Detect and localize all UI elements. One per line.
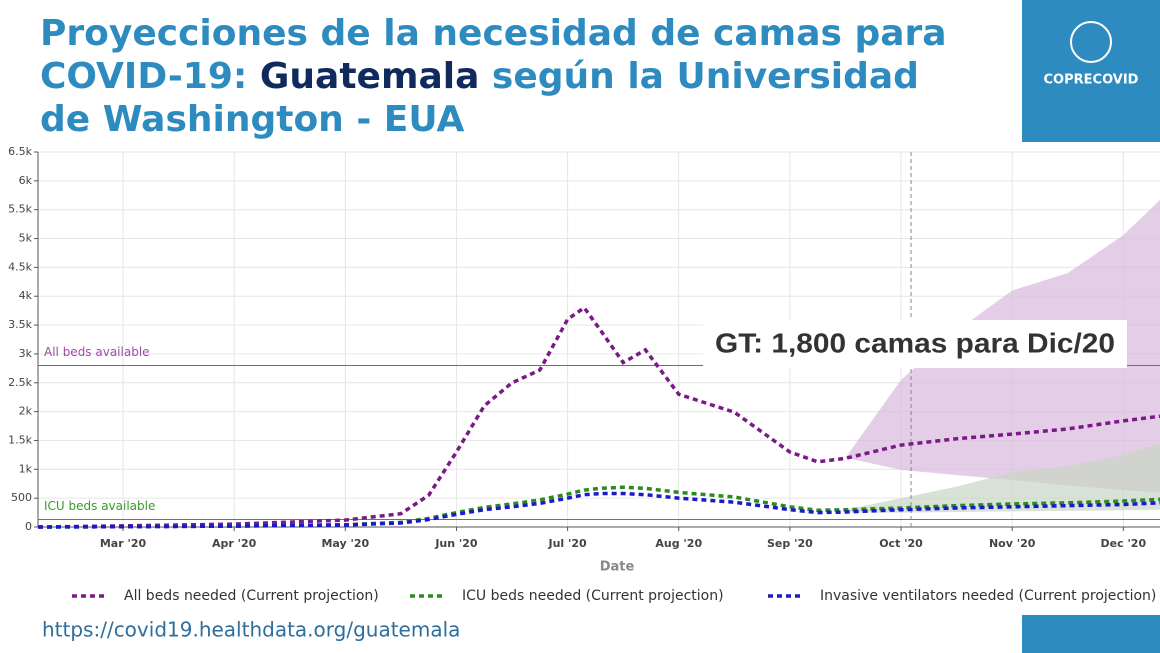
x-tick-label: Nov '20 [989, 537, 1036, 550]
legend-label: ICU beds needed (Current projection) [462, 588, 724, 604]
uncertainty-band [845, 443, 1160, 513]
logo-text: COPRECOVID [1044, 73, 1139, 88]
annotation-box [703, 320, 1127, 368]
y-tick-label: 5.5k [8, 203, 32, 216]
y-tick-label: 1.5k [8, 433, 32, 446]
title-part: Guatemala [260, 56, 480, 97]
x-axis-label: Date [600, 560, 635, 575]
reference-label: ICU beds available [44, 499, 155, 513]
y-tick-label: 4k [19, 289, 33, 302]
x-tick-label: Dec '20 [1101, 537, 1147, 550]
x-tick-label: Mar '20 [100, 537, 147, 550]
y-tick-label: 3.5k [8, 318, 32, 331]
plot: 0 500 1k 1.5k 2k 2.5k 3k 3.5k 4k 4.5k 5k 5.5k 6k 6.5k… [8, 145, 1160, 604]
y-tick-label: 0 [25, 520, 32, 533]
y-tick-label: 2.5k [8, 376, 32, 389]
legend-label: Invasive ventilators needed (Current pro… [820, 588, 1156, 604]
corner-box [1022, 615, 1160, 653]
reference-label: All beds available [44, 345, 150, 359]
x-tick-label: Jul '20 [548, 537, 588, 550]
x-tick-label: Aug '20 [655, 537, 702, 550]
legend-label: All beds needed (Current projection) [124, 588, 379, 604]
title-line: COVID-19: Guatemala según la Universidad [40, 56, 919, 97]
annotation: GT: 1,800 camas para Dic/20 [715, 327, 1115, 358]
title-line: de Washington - EUA [40, 99, 465, 140]
logo-box [1022, 0, 1160, 142]
y-tick-label: 2k [19, 405, 33, 418]
x-tick-label: Oct '20 [879, 537, 923, 550]
y-tick-label: 1k [19, 462, 33, 475]
x-tick-label: Jun '20 [434, 537, 478, 550]
title-part: COVID-19: [40, 56, 260, 97]
y-tick-label: 500 [11, 491, 32, 504]
logo-emblem [1070, 21, 1112, 63]
y-tick-label: 6.5k [8, 145, 32, 158]
x-tick-label: Sep '20 [767, 537, 813, 550]
y-tick-label: 5k [19, 232, 33, 245]
title-part: según la Universidad [479, 56, 919, 97]
series-line [37, 485, 1160, 529]
series-line [37, 305, 1160, 529]
series-line [37, 491, 1160, 529]
y-tick-label: 4.5k [8, 260, 32, 273]
x-tick-label: Apr '20 [212, 537, 257, 550]
x-tick-label: May '20 [321, 537, 369, 550]
source-url: https://covid19.healthdata.org/guatemala [42, 618, 460, 642]
y-tick-label: 6k [19, 174, 33, 187]
y-tick-label: 3k [19, 347, 33, 360]
title-line: Proyecciones de la necesidad de camas pa… [40, 13, 947, 54]
